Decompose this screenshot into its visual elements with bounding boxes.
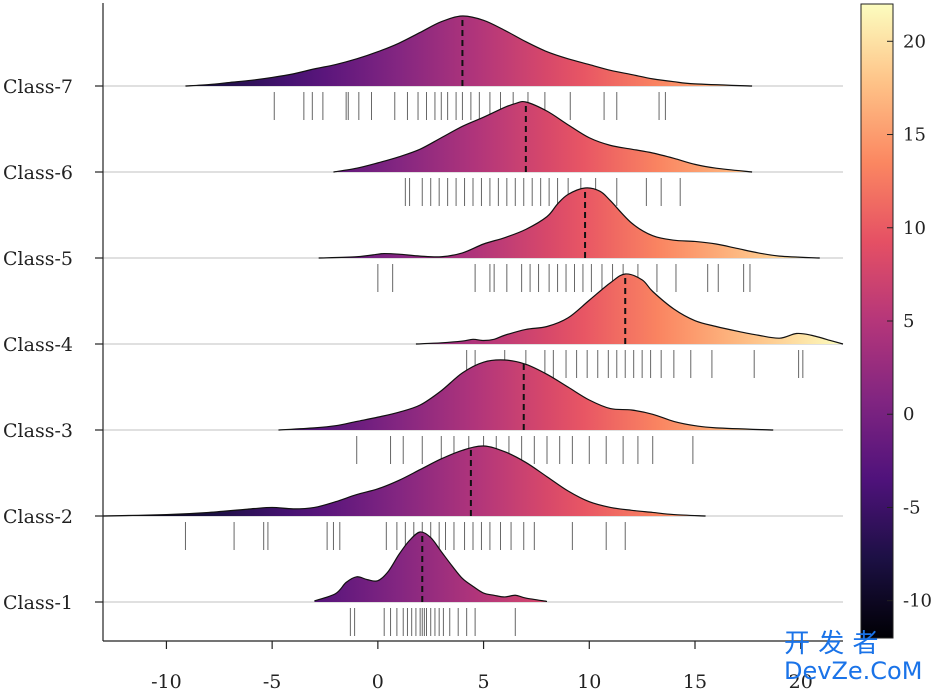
x-tick-label: 20 [789, 671, 813, 691]
watermark-line1: 开 发 者 [784, 629, 879, 659]
rug-class-6 [404, 178, 681, 206]
axes: -10 -5 0 5 10 15 20 Class-1 Class-2 Class-3 Class-… [3, 3, 843, 691]
x-tick-label: -10 [151, 671, 182, 691]
rug-class-7 [273, 92, 666, 120]
density-fill [103, 445, 706, 516]
ridges [102, 15, 844, 636]
density-fill [314, 531, 547, 602]
ridge-class-6 [333, 100, 753, 206]
x-tick-label: 10 [577, 671, 601, 691]
density-outline [318, 187, 820, 259]
density-outline [314, 531, 548, 603]
y-tick-label: Class-4 [3, 334, 73, 356]
rug-class-1 [349, 608, 516, 636]
y-tick-label: Class-6 [3, 162, 73, 184]
y-tick-label: Class-1 [3, 592, 73, 614]
rug-class-2 [184, 522, 626, 550]
colorbar-tick-label: 15 [903, 125, 926, 146]
y-tick-label: Class-2 [3, 506, 73, 528]
watermark: 开 发 者 DevZe.CoM [784, 629, 922, 685]
colorbar-tick-label: -5 [903, 497, 921, 518]
x-tick-label: 5 [478, 671, 490, 691]
colorbar-tick-label: 0 [903, 404, 914, 425]
density-fill [318, 187, 820, 258]
ridge-class-2 [102, 445, 706, 550]
ridge-class-7 [185, 15, 753, 120]
rug-class-5 [377, 264, 751, 292]
density-outline [415, 273, 844, 345]
ridge-class-5 [318, 187, 820, 292]
x-tick-label: 0 [372, 671, 384, 691]
x-tick-label: -5 [263, 671, 282, 691]
watermark-line2: DevZe.CoM [784, 657, 922, 685]
ridge-class-1 [314, 531, 548, 636]
y-tick-label: Class-7 [3, 76, 73, 98]
density-fill [185, 15, 753, 87]
y-tick-label: Class-5 [3, 248, 73, 270]
x-tick-label: 15 [683, 671, 707, 691]
density-fill [415, 273, 843, 344]
colorbar-tick-label: 20 [903, 31, 926, 52]
density-outline [333, 100, 753, 173]
rug-class-3 [356, 436, 694, 464]
ridge-class-4 [415, 273, 844, 378]
rug-class-4 [466, 350, 804, 378]
colorbar-tick-label: -10 [903, 591, 932, 612]
density-fill [278, 359, 774, 430]
colorbar-tick-label: 10 [903, 218, 926, 239]
ridge-class-3 [278, 359, 774, 464]
colorbar: -10 -5 0 5 10 15 20 [860, 3, 932, 639]
density-outline [278, 359, 774, 431]
colorbar-tick-label: 5 [903, 311, 914, 332]
density-fill [333, 101, 753, 172]
density-outline [102, 445, 706, 517]
y-tick-label: Class-3 [3, 420, 73, 442]
density-outline [185, 15, 753, 87]
